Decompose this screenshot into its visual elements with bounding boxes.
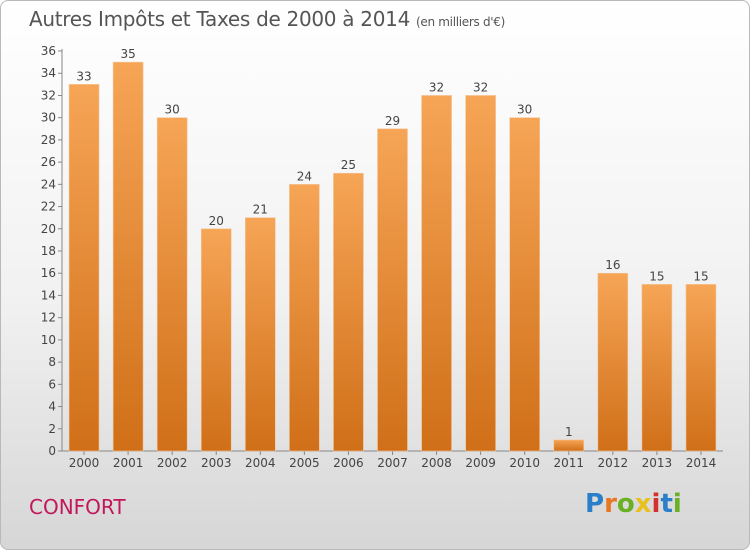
x-axis: 2000 2001 2002 2003 2004 2005 2006 2007 2008 2009… [62,450,723,470]
data-labels: 33 35 30 20 21 24 25 29 32 32 30 1 16 15 15 [76,47,708,439]
logo-letter: i [651,489,661,519]
y-tick-label: 10 [41,333,56,347]
y-tick-label: 2 [48,422,56,436]
bar [112,61,144,452]
data-label: 35 [120,47,135,61]
proxiti-logo: Proxiti [585,489,682,519]
y-tick-label: 22 [41,200,56,214]
y-tick-label: 0 [48,444,56,458]
data-label: 25 [341,158,356,172]
data-label: 15 [693,269,708,283]
data-label: 1 [565,425,573,439]
x-tick-label: 2006 [333,456,364,470]
y-tick-label: 28 [41,133,56,147]
logo-letter: x [634,489,652,519]
x-tick-label: 2013 [642,456,673,470]
y-tick-label: 24 [41,177,56,191]
logo-letter: P [585,489,605,519]
y-tick-label: 34 [41,66,56,80]
y-tick-label: 36 [41,44,56,58]
data-label: 21 [253,203,268,217]
bar [68,84,100,452]
data-label: 33 [76,69,91,83]
data-label: 29 [385,114,400,128]
x-tick-label: 2012 [598,456,629,470]
data-label: 20 [209,214,224,228]
chart-title-text: Autres Impôts et Taxes de 2000 à 2014 [29,7,410,31]
bar [597,272,629,452]
x-tick-label: 2004 [245,456,276,470]
y-tick-label: 8 [48,355,56,369]
x-tick-label: 2001 [113,456,144,470]
bar [289,184,320,452]
data-label: 30 [517,103,532,117]
bar [377,128,408,452]
y-tick-label: 18 [41,244,56,258]
logo-letter: o [616,489,635,519]
x-tick-label: 2014 [686,456,717,470]
y-tick-label: 12 [41,311,56,325]
logo-letter: t [660,489,673,519]
x-tick-label: 2011 [553,456,584,470]
commune-name: CONFORT [29,495,126,519]
data-label: 32 [473,80,488,94]
y-tick-label: 20 [41,222,56,236]
x-tick-label: 2003 [201,456,232,470]
x-tick-label: 2000 [69,456,100,470]
data-label: 30 [165,103,180,117]
bar [685,284,717,452]
bar [156,117,188,452]
bar [509,117,541,452]
bar [200,228,232,452]
x-tick-label: 2002 [157,456,188,470]
logo-letter: i [672,489,682,519]
logo-letter: r [604,489,617,519]
y-tick-label: 4 [48,400,56,414]
y-tick-label: 6 [48,377,56,391]
bar [421,95,452,452]
x-tick-label: 2005 [289,456,320,470]
x-tick-label: 2010 [509,456,540,470]
data-label: 15 [649,269,664,283]
bar [465,95,496,452]
data-label: 16 [605,258,620,272]
x-tick-label: 2007 [377,456,408,470]
data-label: 32 [429,80,444,94]
y-tick-label: 30 [41,111,56,125]
x-tick-label: 2009 [465,456,496,470]
bar [641,284,673,452]
bar [245,217,276,452]
bar [333,172,364,452]
x-tick-label: 2008 [421,456,452,470]
y-tick-label: 32 [41,88,56,102]
bars [68,61,717,452]
chart-subtitle: (en milliers d'€) [416,15,506,29]
y-tick-label: 26 [41,155,56,169]
chart-title: Autres Impôts et Taxes de 2000 à 2014 (en… [29,7,505,31]
y-tick-label: 14 [41,288,56,302]
bar [553,439,585,452]
y-tick-label: 16 [41,266,56,280]
data-label: 24 [297,169,312,183]
